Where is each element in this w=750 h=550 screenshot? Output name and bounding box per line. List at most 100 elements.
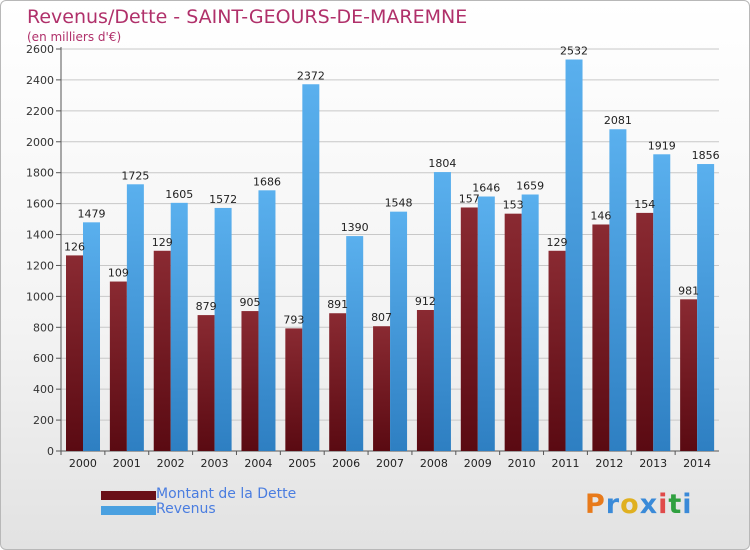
x-tick-label: 2009 bbox=[464, 457, 492, 470]
legend-swatch-revenus bbox=[101, 506, 156, 515]
value-label-revenus: 1919 bbox=[648, 139, 676, 152]
x-tick-label: 2004 bbox=[244, 457, 272, 470]
value-label-dette: 157 bbox=[459, 192, 480, 205]
bar-revenus bbox=[346, 236, 364, 451]
value-label-dette: 129 bbox=[152, 236, 173, 249]
value-label-dette: 891 bbox=[327, 298, 348, 311]
x-tick-label: 2002 bbox=[157, 457, 185, 470]
value-label-dette: 793 bbox=[283, 313, 304, 326]
x-tick-label: 2000 bbox=[69, 457, 97, 470]
bar-dette bbox=[197, 315, 215, 451]
y-axis: 0 200 400 600 800 1000 1200 1400 1600 1800 2000 220… bbox=[26, 43, 719, 458]
value-label-dette: 912 bbox=[415, 295, 436, 308]
y-tick-label: 2200 bbox=[26, 105, 54, 118]
bar-dette bbox=[241, 311, 259, 451]
y-tick-label: 2600 bbox=[26, 43, 54, 56]
x-tick-label: 2011 bbox=[551, 457, 579, 470]
bar-dette bbox=[504, 213, 522, 451]
bar-dette bbox=[109, 281, 127, 451]
value-label-dette: 146 bbox=[590, 209, 611, 222]
bar-revenus bbox=[697, 164, 715, 451]
value-label-dette: 905 bbox=[239, 296, 260, 309]
x-axis-labels: 2000 2001 2002 2003 2004 2005 2006 2007 2008 2009… bbox=[60, 451, 711, 470]
value-label-revenus: 1479 bbox=[78, 207, 106, 220]
x-tick-label: 2003 bbox=[201, 457, 229, 470]
legend-label-revenus: Revenus bbox=[156, 501, 216, 517]
bar-revenus bbox=[390, 211, 408, 451]
value-label-revenus: 2372 bbox=[297, 69, 325, 82]
bar-dette bbox=[329, 313, 347, 451]
chart-subtitle: (en milliers d'€) bbox=[27, 30, 122, 44]
bar-dette bbox=[548, 250, 566, 451]
value-label-dette: 126 bbox=[64, 240, 85, 253]
bar-dette bbox=[153, 250, 171, 451]
bar-revenus bbox=[214, 207, 232, 451]
bar-dette bbox=[285, 328, 303, 451]
y-tick-label: 200 bbox=[33, 414, 54, 427]
value-label-dette: 879 bbox=[196, 300, 217, 313]
value-label-revenus: 1605 bbox=[165, 188, 193, 201]
value-label-revenus: 1856 bbox=[692, 149, 720, 162]
chart-title: Revenus/Dette - SAINT-GEOURS-DE-MAREMNE bbox=[27, 6, 468, 28]
y-tick-label: 1000 bbox=[26, 290, 54, 303]
x-tick-label: 2006 bbox=[332, 457, 360, 470]
y-tick-label: 1800 bbox=[26, 167, 54, 180]
value-label-dette: 153 bbox=[503, 199, 524, 212]
value-label-revenus: 1390 bbox=[341, 221, 369, 234]
legend-label-dette: Montant de la Dette bbox=[156, 486, 297, 502]
bar-dette bbox=[680, 299, 698, 451]
value-label-revenus: 1572 bbox=[209, 193, 237, 206]
value-label-revenus: 1725 bbox=[121, 169, 149, 182]
y-tick-label: 1400 bbox=[26, 229, 54, 242]
y-tick-label: 1200 bbox=[26, 259, 54, 272]
bar-dette bbox=[636, 212, 654, 451]
bars bbox=[66, 59, 715, 452]
value-label-dette: 154 bbox=[634, 198, 655, 211]
bar-dette bbox=[416, 309, 434, 451]
value-label-revenus: 1646 bbox=[472, 182, 500, 195]
value-label-revenus: 1804 bbox=[428, 157, 456, 170]
bar-revenus bbox=[653, 154, 671, 451]
y-tick-label: 800 bbox=[33, 321, 54, 334]
legend-swatch-dette bbox=[101, 491, 156, 500]
bar-revenus bbox=[477, 196, 495, 451]
y-tick-label: 2000 bbox=[26, 136, 54, 149]
value-labels: 126 1479 109 1725 129 1605 879 1572 905 1686 793 23… bbox=[64, 45, 720, 327]
bar-revenus bbox=[258, 190, 276, 451]
value-label-revenus: 1548 bbox=[385, 197, 413, 210]
y-tick-label: 600 bbox=[33, 352, 54, 365]
x-tick-label: 2008 bbox=[420, 457, 448, 470]
x-tick-label: 2001 bbox=[113, 457, 141, 470]
value-label-dette: 807 bbox=[371, 311, 392, 324]
value-label-revenus: 1659 bbox=[516, 179, 544, 192]
bar-revenus bbox=[83, 222, 100, 451]
bar-revenus bbox=[302, 84, 320, 451]
x-tick-label: 2005 bbox=[288, 457, 316, 470]
value-label-dette: 109 bbox=[108, 267, 129, 280]
bar-dette bbox=[592, 224, 610, 451]
x-tick-label: 2007 bbox=[376, 457, 404, 470]
value-label-dette: 129 bbox=[547, 236, 568, 249]
bar-revenus bbox=[565, 59, 583, 451]
bar-revenus bbox=[609, 129, 627, 451]
value-label-dette: 981 bbox=[678, 284, 699, 297]
value-label-revenus: 2081 bbox=[604, 114, 632, 127]
bar-revenus bbox=[170, 202, 188, 451]
bar-dette bbox=[460, 207, 478, 451]
bar-dette bbox=[373, 326, 391, 451]
value-label-revenus: 2532 bbox=[560, 45, 588, 58]
bar-revenus bbox=[521, 194, 539, 451]
bar-revenus bbox=[433, 172, 451, 451]
x-tick-label: 2012 bbox=[595, 457, 623, 470]
value-label-revenus: 1686 bbox=[253, 175, 281, 188]
y-tick-label: 400 bbox=[33, 383, 54, 396]
y-tick-label: 0 bbox=[47, 445, 54, 458]
proxiti-logo: Proxiti bbox=[585, 489, 693, 520]
x-tick-label: 2010 bbox=[508, 457, 536, 470]
x-tick-label: 2013 bbox=[639, 457, 667, 470]
x-tick-label: 2014 bbox=[683, 457, 711, 470]
y-tick-label: 1600 bbox=[26, 198, 54, 211]
y-tick-label: 2400 bbox=[26, 74, 54, 87]
